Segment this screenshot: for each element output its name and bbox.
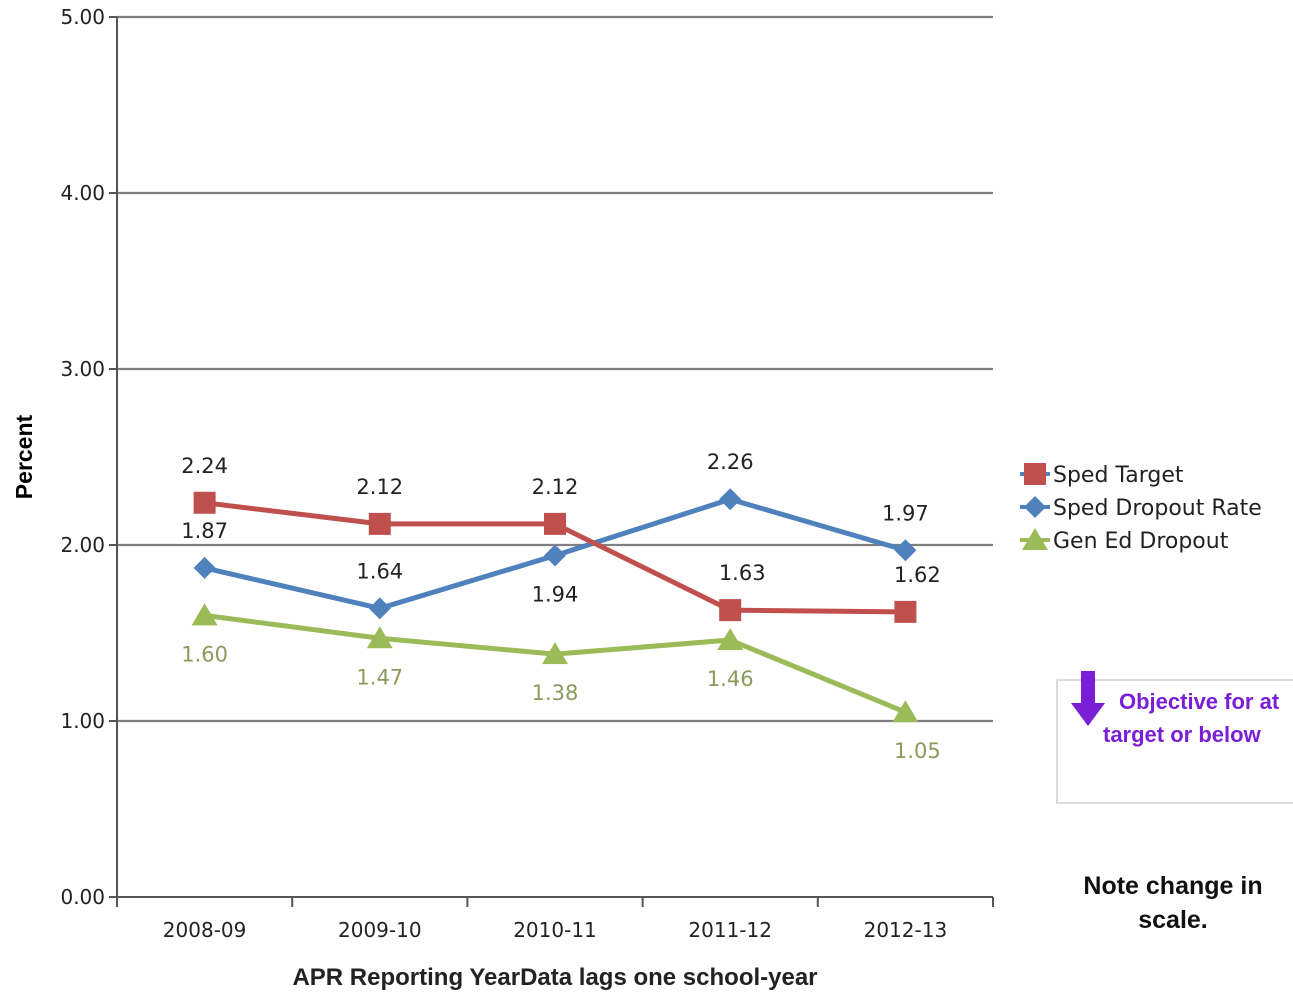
data-point-marker: [368, 512, 391, 535]
legend-marker: [1024, 496, 1046, 518]
y-tick-label: 1.00: [60, 709, 105, 733]
data-labels: 2.24 2.12 2.12 1.63 1.62 1.87 1.64 1.94 2.26 1.97…: [181, 450, 941, 763]
x-tick-label: 2012-13: [864, 918, 948, 942]
data-point-marker: [719, 599, 742, 622]
data-label: 2.24: [181, 454, 228, 478]
x-tick-label: 2010-11: [513, 918, 597, 942]
data-point-marker: [366, 626, 393, 649]
gridlines: [117, 15, 993, 723]
scale-note-line1: Note change in: [1083, 872, 1262, 900]
objective-callout: Objective for at target or below: [1056, 671, 1293, 804]
data-point-marker: [719, 488, 742, 511]
data-label: 1.05: [894, 739, 941, 763]
y-tick-label: 2.00: [60, 533, 105, 557]
legend-label: Sped Target: [1053, 463, 1184, 488]
data-label: 1.97: [882, 501, 929, 525]
data-label: 1.87: [181, 519, 228, 543]
y-tick-labels: 0.00 1.00 2.00 3.00 4.00 5.00: [60, 5, 105, 909]
data-label: 1.94: [532, 583, 579, 607]
data-label: 2.12: [356, 475, 403, 499]
x-axis-label: APR Reporting YearData lags one school-y…: [292, 964, 817, 991]
data-point-marker: [368, 597, 391, 620]
legend-marker: [1024, 463, 1046, 485]
data-point-marker: [894, 600, 917, 623]
data-label: 1.38: [532, 681, 579, 705]
data-point-marker: [717, 628, 744, 651]
data-label: 1.63: [719, 561, 766, 585]
data-point-marker: [542, 642, 568, 665]
data-point-marker: [544, 512, 566, 535]
data-label: 1.47: [356, 665, 403, 689]
down-arrow-icon: [1071, 671, 1105, 726]
data-point-marker: [191, 603, 218, 626]
legend-label: Sped Dropout Rate: [1053, 496, 1262, 521]
y-axis-label: Percent: [11, 414, 37, 499]
data-label: 1.64: [356, 559, 403, 583]
x-tick-label: 2009-10: [338, 918, 422, 942]
data-point-marker: [193, 556, 216, 579]
data-point-marker: [894, 539, 917, 562]
y-tick-label: 4.00: [60, 181, 105, 205]
scale-note-line2: scale.: [1138, 906, 1208, 934]
y-tick-label: 0.00: [60, 885, 105, 909]
legend: Sped Target Sped Dropout Rate Gen Ed Dropo…: [1020, 463, 1262, 554]
data-point-marker: [544, 544, 566, 567]
data-label: 2.26: [707, 450, 754, 474]
objective-text-line2: target or below: [1103, 722, 1262, 747]
objective-box: [1056, 679, 1293, 804]
objective-text-line1: Objective for at: [1119, 689, 1280, 714]
data-label: 1.46: [707, 667, 754, 691]
data-label: 1.60: [181, 642, 228, 666]
series-markers: [191, 488, 919, 723]
x-tick-label: 2008-09: [163, 918, 247, 942]
data-point-marker: [193, 491, 216, 514]
x-tick-label: 2011-12: [688, 918, 772, 942]
data-point-marker: [892, 700, 919, 723]
legend-label: Gen Ed Dropout: [1053, 529, 1229, 554]
y-tick-label: 3.00: [60, 357, 105, 381]
x-tick-labels: 2008-09 2009-10 2010-11 2011-12 2012-13: [163, 918, 947, 942]
axes: [109, 16, 994, 907]
data-label: 2.12: [532, 475, 579, 499]
data-label: 1.62: [894, 563, 941, 587]
y-tick-label: 5.00: [60, 5, 105, 29]
legend-marker: [1022, 528, 1048, 550]
